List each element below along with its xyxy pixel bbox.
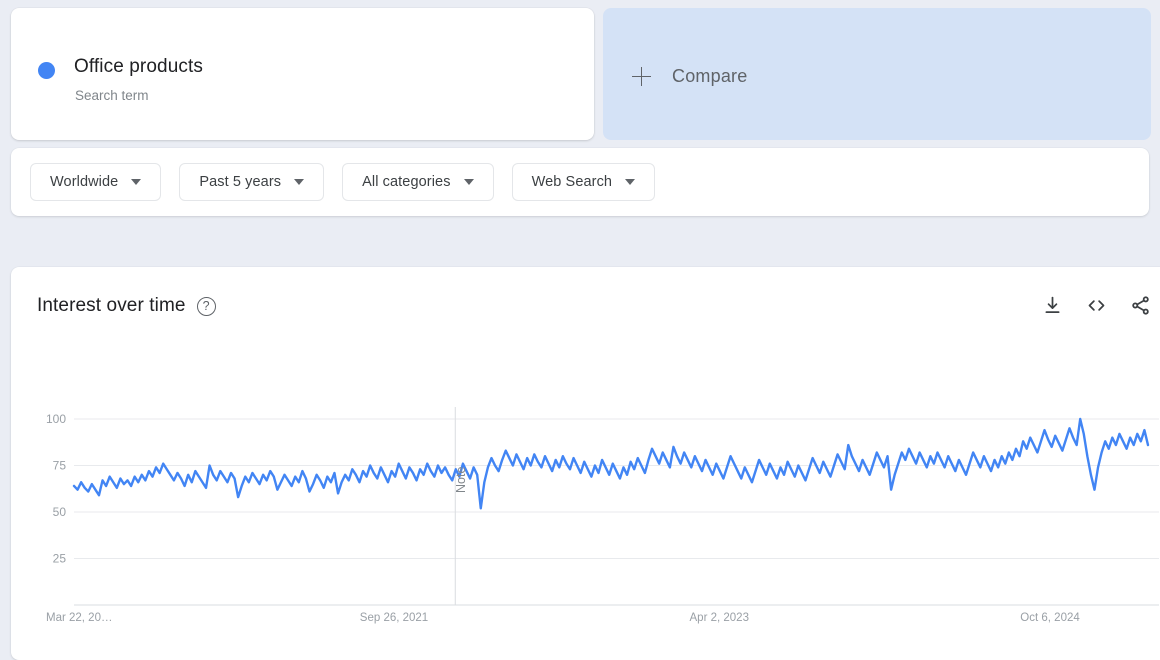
terms-row: Office products Search term Compare: [0, 0, 1160, 148]
share-icon[interactable]: [1130, 295, 1151, 316]
compare-label: Compare: [672, 66, 748, 86]
interest-line-chart: 25 50 75 100: [46, 407, 1159, 606]
download-icon[interactable]: [1042, 295, 1063, 316]
series-line: [72, 417, 1150, 510]
filter-chip-time-range-label: Past 5 years: [199, 174, 282, 190]
chevron-down-icon: [463, 179, 474, 185]
note-annotation-label[interactable]: Note: [454, 466, 468, 493]
search-term-card[interactable]: Office products Search term: [11, 8, 594, 140]
compare-inner: Compare: [632, 66, 747, 87]
chevron-down-icon: [294, 179, 305, 185]
filter-chip-search-type[interactable]: Web Search: [511, 163, 656, 201]
x-axis-tick: Sep 26, 2021: [359, 612, 429, 624]
x-axis-tick: Oct 6, 2024: [1020, 612, 1080, 624]
y-axis-tick: 100: [46, 412, 66, 426]
y-axis-tick: 50: [53, 505, 67, 519]
chevron-down-icon: [131, 179, 142, 185]
y-axis-tick: 25: [53, 552, 67, 566]
filter-chip-time-range[interactable]: Past 5 years: [179, 163, 325, 201]
filter-bar: Worldwide Past 5 years All categories We…: [11, 148, 1149, 216]
filter-chip-category[interactable]: All categories: [342, 163, 494, 201]
interest-over-time-card: Interest over time ? 25 50 75 100 Mar 22, 2…: [11, 267, 1160, 660]
chart-header: Interest over time ?: [37, 295, 216, 317]
chart-plot-area[interactable]: 25 50 75 100 Mar 22, 20… Sep 26, 2021 Apr 2, …: [11, 267, 1160, 660]
search-term-title: Office products: [74, 56, 203, 77]
help-icon[interactable]: ?: [196, 296, 216, 316]
filter-chip-search-type-label: Web Search: [531, 174, 613, 190]
series-color-dot: [38, 62, 55, 79]
compare-card[interactable]: Compare: [603, 8, 1151, 140]
x-axis-tick: Apr 2, 2023: [689, 612, 749, 624]
filter-chip-location[interactable]: Worldwide: [30, 163, 162, 201]
x-axis-labels: Mar 22, 20… Sep 26, 2021 Apr 2, 2023 Oct 6,…: [11, 267, 1160, 660]
plus-icon: [632, 67, 651, 86]
filter-chip-category-label: All categories: [362, 174, 451, 190]
chevron-down-icon: [625, 179, 636, 185]
filter-chip-location-label: Worldwide: [50, 174, 119, 190]
embed-icon[interactable]: [1085, 295, 1108, 316]
page-title: Interest over time: [37, 295, 186, 316]
chart-actions: [1042, 295, 1151, 316]
x-axis-tick: Mar 22, 20…: [46, 612, 113, 624]
search-term-subtitle: Search term: [75, 88, 149, 103]
y-axis-tick: 75: [53, 459, 67, 473]
